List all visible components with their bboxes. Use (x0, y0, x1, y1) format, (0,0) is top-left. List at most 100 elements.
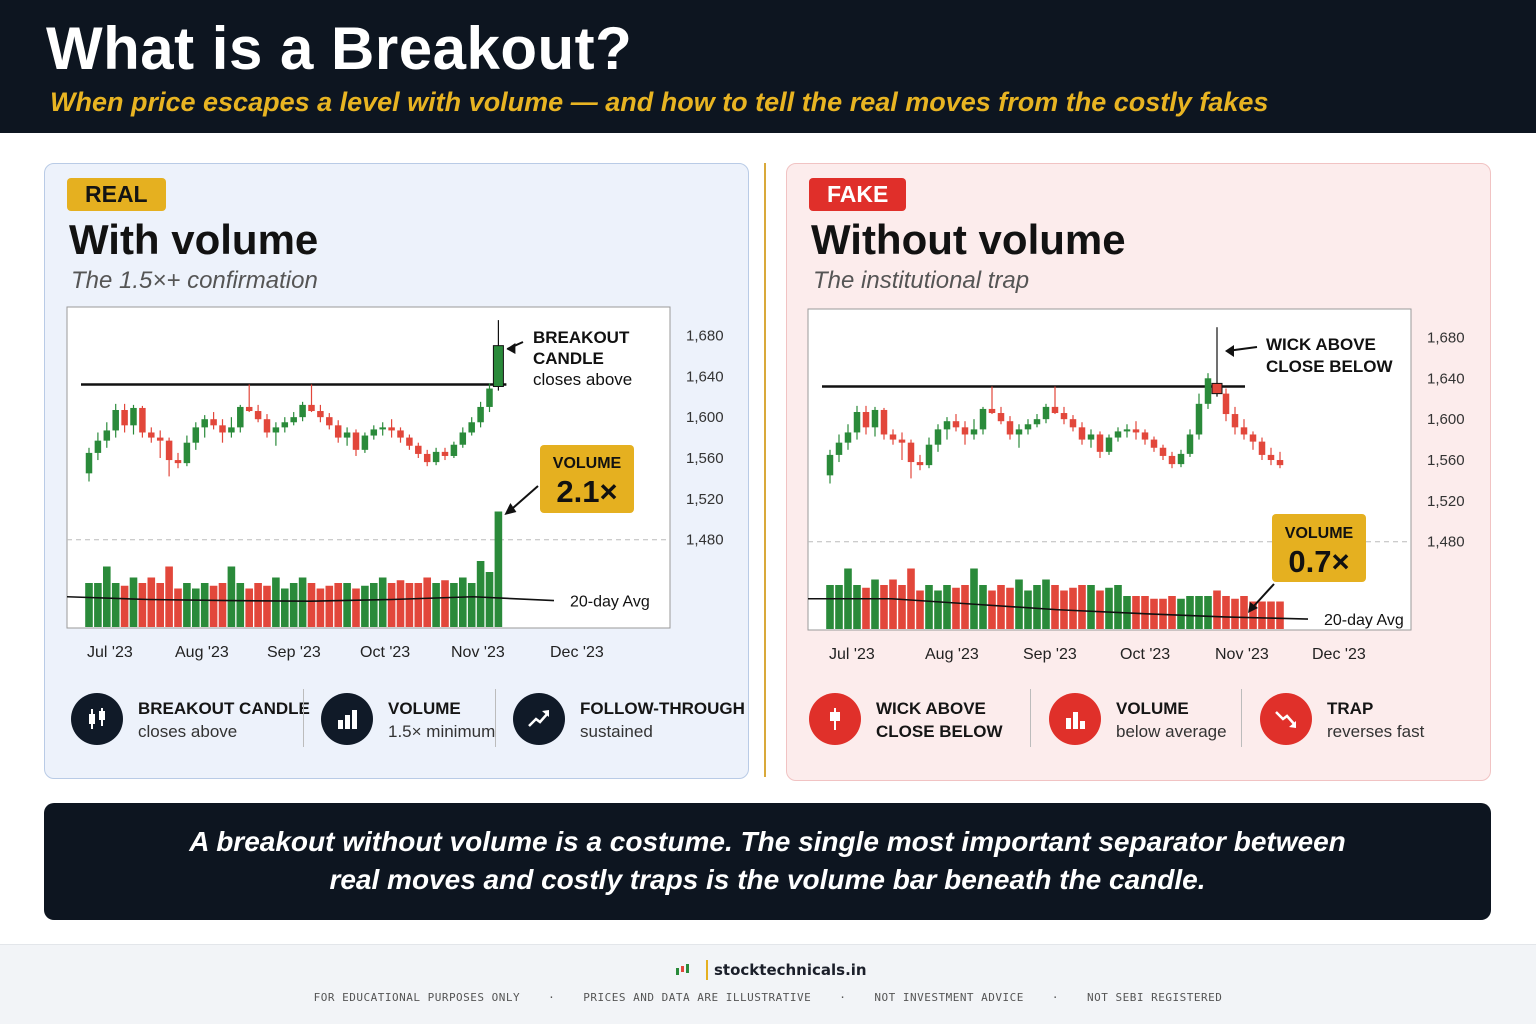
volume-bar (1087, 585, 1095, 629)
brand-divider (706, 960, 708, 980)
volume-bar (450, 583, 458, 627)
candle-body (85, 452, 93, 474)
takeaway-banner: A breakout without volume is a costume. … (44, 803, 1491, 920)
x-tick-label: Jul '23 (87, 644, 133, 661)
candle-body (1033, 419, 1041, 425)
volume-bar (1096, 590, 1104, 629)
candle-body (183, 442, 191, 464)
candle-body (1204, 378, 1212, 404)
candle-body (1211, 382, 1223, 395)
volume-bar (916, 590, 924, 629)
volume-bar (862, 587, 870, 629)
fake-panel-subtitle: The institutional trap (813, 267, 1030, 294)
candle-body (1114, 431, 1122, 438)
annotation-line-1: WICK ABOVE (1266, 335, 1376, 354)
x-tick-label: Sep '23 (267, 644, 321, 661)
volume-bar (298, 577, 307, 627)
volume-bar (316, 588, 325, 627)
candle-body (1186, 434, 1194, 454)
candle-body (492, 345, 504, 388)
candle-body (961, 427, 969, 435)
volume-callout-label: VOLUME (553, 455, 622, 472)
legend-desc: sustained (580, 722, 653, 741)
x-tick-label: Nov '23 (451, 644, 505, 661)
volume-bar (414, 583, 423, 627)
volume-callout-arrowhead (1248, 602, 1258, 613)
volume-bar (281, 588, 289, 627)
volume-bar (94, 583, 102, 627)
volume-bar (378, 577, 387, 627)
candle-body (210, 419, 217, 426)
candle-body (925, 444, 933, 466)
volume-callout-value: 2.1× (556, 474, 617, 509)
candle-body (308, 404, 315, 412)
candle-body (477, 406, 484, 423)
volume-bar (1204, 596, 1212, 629)
candle-body (1060, 413, 1068, 420)
fake-panel-title: Without volume (811, 216, 1126, 263)
y-tick-label: 1,560 (686, 450, 724, 467)
x-tick-label: Dec '23 (1312, 646, 1366, 663)
legend-divider (495, 689, 496, 747)
real-panel-title: With volume (69, 216, 319, 263)
bar-chart-icon (321, 693, 373, 745)
wick-icon (809, 693, 861, 745)
volume-bar (871, 579, 879, 629)
volume-bar (1168, 596, 1176, 629)
candle-body (379, 427, 386, 430)
volume-bar (1069, 587, 1077, 629)
real-panel-subtitle: The 1.5×+ confirmation (71, 267, 318, 294)
volume-bar (1177, 598, 1185, 629)
candle-body (326, 417, 333, 426)
candle-body (1231, 414, 1239, 428)
fake-panel: FAKE Without volume The institutional tr… (786, 163, 1491, 781)
candle-body (1195, 403, 1203, 435)
volume-bar (307, 583, 316, 627)
trend-up-icon (513, 693, 565, 745)
brand-name[interactable]: stocktechnicals.in (714, 961, 867, 979)
candle-body (263, 419, 271, 433)
candle-body (862, 412, 870, 428)
candle-body (1123, 429, 1131, 432)
panel-divider (764, 163, 766, 777)
volume-bar (111, 583, 120, 627)
legend-desc: reverses fast (1327, 722, 1425, 741)
volume-bar (476, 561, 485, 627)
volume-bar (272, 577, 280, 627)
volume-bar (227, 566, 236, 627)
candle-body (441, 451, 449, 456)
y-tick-label: 1,520 (686, 491, 724, 508)
candle-body (907, 442, 915, 463)
candle-body (156, 437, 164, 441)
volume-bar (85, 583, 93, 627)
volume-bar (1141, 596, 1149, 629)
y-tick-label: 1,600 (1427, 411, 1465, 428)
volume-bar (1132, 596, 1140, 629)
candle-body (1150, 439, 1158, 448)
candle-body (397, 430, 404, 438)
x-tick-label: Oct '23 (360, 644, 410, 661)
volume-bar (254, 583, 262, 627)
x-tick-label: Aug '23 (175, 644, 229, 661)
volume-bar (961, 585, 969, 629)
disclaimer-not-advice: NOT INVESTMENT ADVICE (874, 991, 1024, 1004)
volume-bar (997, 585, 1005, 629)
volume-bar (405, 583, 414, 627)
candlestick-icon (71, 693, 123, 745)
candle-body (112, 410, 119, 431)
volume-bar (325, 585, 334, 627)
y-tick-label: 1,480 (686, 532, 724, 549)
volume-bar (1186, 596, 1194, 629)
disclaimer-illustrative: PRICES AND DATA ARE ILLUSTRATIVE (583, 991, 812, 1004)
bar-chart-down-icon (1049, 693, 1101, 745)
candle-body (148, 432, 155, 438)
candle-body (898, 439, 906, 443)
legend-title: TRAP (1327, 699, 1374, 718)
candle-body (1276, 460, 1284, 466)
candle-body (450, 444, 458, 456)
volume-callout (540, 445, 634, 513)
real-legend: BREAKOUT CANDLE closes above VOLUME 1.5×… (45, 689, 748, 749)
candle-body (1141, 432, 1149, 440)
volume-bar (970, 568, 978, 629)
candle-body (988, 408, 996, 414)
